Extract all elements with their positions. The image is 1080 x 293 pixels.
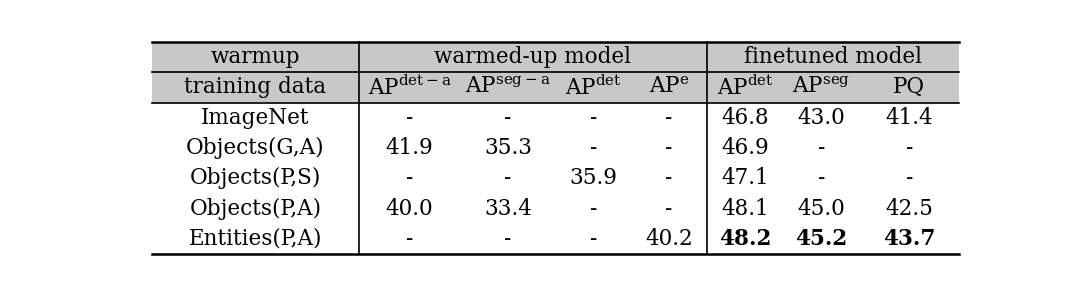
Text: warmup: warmup	[211, 46, 300, 68]
Text: -: -	[590, 107, 597, 129]
Text: -: -	[905, 167, 913, 189]
Text: -: -	[665, 137, 673, 159]
Text: PQ: PQ	[893, 76, 926, 98]
Text: Objects(G,A): Objects(G,A)	[186, 137, 325, 159]
Text: $\mathregular{AP}^{\mathregular{det}}$: $\mathregular{AP}^{\mathregular{det}}$	[717, 75, 773, 100]
Text: -: -	[590, 197, 597, 219]
Text: 45.0: 45.0	[797, 197, 846, 219]
Text: 45.2: 45.2	[795, 228, 848, 250]
Text: ImageNet: ImageNet	[201, 107, 310, 129]
Text: 33.4: 33.4	[484, 197, 531, 219]
Text: -: -	[590, 228, 597, 250]
Text: -: -	[665, 197, 673, 219]
Text: 46.9: 46.9	[721, 137, 769, 159]
Bar	[151, 42, 959, 72]
Text: 35.3: 35.3	[484, 137, 531, 159]
Text: 41.9: 41.9	[386, 137, 433, 159]
Text: 43.7: 43.7	[883, 228, 935, 250]
Text: $\mathregular{AP}^{\mathregular{seg}}$: $\mathregular{AP}^{\mathregular{seg}}$	[793, 76, 850, 98]
Text: 42.5: 42.5	[886, 197, 933, 219]
Text: -: -	[665, 107, 673, 129]
Text: 41.4: 41.4	[886, 107, 933, 129]
Text: 43.0: 43.0	[797, 107, 846, 129]
Text: Objects(P,A): Objects(P,A)	[189, 197, 322, 220]
Text: 46.8: 46.8	[721, 107, 769, 129]
Text: warmed-up model: warmed-up model	[434, 46, 632, 68]
Text: -: -	[818, 137, 825, 159]
Text: 48.1: 48.1	[721, 197, 769, 219]
Text: $\mathregular{AP}^{\mathregular{det-a}}$: $\mathregular{AP}^{\mathregular{det-a}}$	[367, 75, 451, 100]
Text: -: -	[406, 107, 414, 129]
Text: -: -	[590, 137, 597, 159]
Text: -: -	[504, 228, 512, 250]
Text: 48.2: 48.2	[719, 228, 771, 250]
Text: training data: training data	[185, 76, 326, 98]
Text: -: -	[665, 167, 673, 189]
Text: finetuned model: finetuned model	[744, 46, 922, 68]
Text: Objects(P,S): Objects(P,S)	[190, 167, 321, 189]
Text: -: -	[905, 137, 913, 159]
Text: 40.2: 40.2	[645, 228, 693, 250]
Bar	[151, 72, 959, 103]
Text: $\mathregular{AP}^{\mathregular{det}}$: $\mathregular{AP}^{\mathregular{det}}$	[565, 75, 622, 100]
Text: 40.0: 40.0	[386, 197, 433, 219]
Text: 35.9: 35.9	[569, 167, 618, 189]
Text: Entities(P,A): Entities(P,A)	[189, 228, 322, 250]
Text: 47.1: 47.1	[721, 167, 769, 189]
Text: $\mathregular{AP}^{\mathregular{seg-a}}$: $\mathregular{AP}^{\mathregular{seg-a}}$	[465, 76, 551, 98]
Text: -: -	[504, 167, 512, 189]
Text: -: -	[818, 167, 825, 189]
Text: -: -	[406, 167, 414, 189]
Text: -: -	[406, 228, 414, 250]
Text: -: -	[504, 107, 512, 129]
Text: $\mathregular{AP}^{\mathregular{e}}$: $\mathregular{AP}^{\mathregular{e}}$	[649, 76, 689, 98]
